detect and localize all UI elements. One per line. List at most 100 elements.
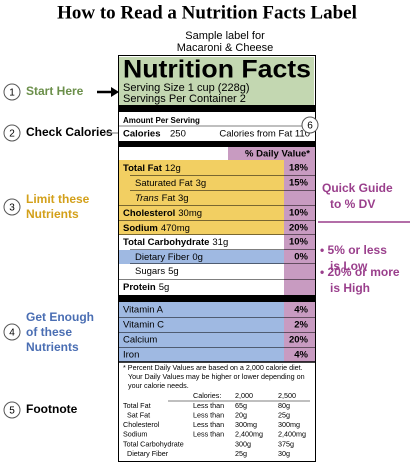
table-cell: 80g: [278, 401, 290, 410]
annotation: Limit these: [26, 192, 90, 206]
nutrient-name: Saturated Fat: [135, 178, 193, 189]
daily-value: 10%: [289, 237, 309, 248]
dv-header: % Daily Value*: [245, 149, 310, 160]
number-circle: [3, 198, 21, 216]
table-cell: 2,400mg: [235, 430, 263, 439]
table-cell: 25g: [278, 411, 290, 420]
table-cell: Total Fat: [123, 401, 151, 410]
vitamin-bg: [119, 302, 284, 362]
fiber-bg: [119, 250, 284, 264]
nutrient-name: Sodium: [123, 223, 158, 234]
table-cell: Less than: [193, 420, 224, 429]
guide-bullet: is High: [330, 281, 370, 295]
nutrient-row: Saturated Fat 3g: [135, 178, 206, 189]
nutrient-name: Sugars: [135, 266, 165, 277]
nutrient-amount: 0g: [192, 252, 203, 263]
daily-value: 15%: [289, 178, 309, 189]
vitamin-name: Iron: [123, 350, 139, 361]
subtitle: Sample label for: [185, 30, 265, 42]
subtitle: Macaroni & Cheese: [177, 42, 274, 54]
nutrient-row: Trans Fat 3g: [135, 193, 189, 204]
nutrient-name: Dietary Fiber: [135, 252, 189, 263]
nutrient-name: Protein: [123, 282, 156, 293]
table-cell: 300mg: [278, 420, 300, 429]
number: 1: [9, 88, 15, 99]
table-cell: 25g: [235, 449, 247, 458]
annotation: Get Enough: [26, 310, 94, 324]
daily-value: 10%: [289, 208, 309, 219]
nutrient-name: Cholesterol: [123, 208, 175, 219]
vitamin-name: Vitamin A: [123, 305, 164, 316]
calories-label: Calories: [123, 129, 161, 140]
annotation: Check Calories: [26, 125, 113, 139]
table-cell: Cholesterol: [123, 420, 160, 429]
table-cell: Sodium: [123, 430, 147, 439]
nutrient-amount: Fat 3g: [162, 193, 189, 204]
daily-value: 2%: [294, 320, 308, 331]
table-cell: Dietary Fiber: [127, 449, 169, 458]
nutrient-amount: 470mg: [161, 223, 190, 234]
nutrient-row: Dietary Fiber 0g: [135, 252, 203, 263]
guide-bullet: is Low: [330, 259, 368, 273]
nutrient-amount: 5g: [159, 282, 170, 293]
page-title: How to Read a Nutrition Facts Label: [57, 2, 357, 23]
nutrient-amount: 3g: [196, 178, 207, 189]
calories-from-fat: Calories from Fat 110: [219, 129, 310, 140]
nutrient-name: Trans: [135, 193, 159, 204]
dv-column: [284, 147, 315, 362]
footnote: your calorie needs.: [128, 381, 189, 390]
annotation: Nutrients: [26, 207, 79, 221]
annotation: Footnote: [26, 402, 78, 416]
annotation: of these: [26, 325, 72, 339]
nutrient-amount: 5g: [168, 266, 179, 277]
nutrient-row: Total Carbohydrate 31g: [123, 237, 228, 248]
number-circle: [3, 323, 21, 341]
start-bg: [119, 57, 314, 105]
guide-bullet: • 5% or less: [320, 243, 387, 257]
limit-bg: [119, 160, 284, 235]
vitamin-name: Vitamin C: [123, 320, 164, 331]
number: 6: [307, 121, 313, 132]
table-cell: Less than: [193, 430, 224, 439]
nutrient-row: Sugars 5g: [135, 266, 179, 277]
number-circle: [3, 83, 21, 101]
table-cell: 30g: [278, 449, 290, 458]
number-circle: [301, 116, 319, 134]
table-cell: 20g: [235, 411, 247, 420]
footnote: Your Daily Values may be higher or lower…: [128, 372, 305, 381]
bar: [119, 141, 315, 147]
nutrient-row: Total Fat 12g: [123, 163, 181, 174]
guide-heading: Quick Guide: [322, 181, 393, 195]
arrow: [111, 87, 119, 97]
annotation: Nutrients: [26, 340, 79, 354]
daily-value: 0%: [294, 252, 308, 263]
table-header: 2,500: [278, 391, 296, 400]
nutrient-row: Protein 5g: [123, 282, 169, 293]
nutrient-amount: 31g: [212, 237, 228, 248]
number-circle: [3, 401, 21, 419]
table-header: 2,000: [235, 391, 253, 400]
number: 4: [9, 328, 15, 339]
table-cell: 2,400mg: [278, 430, 306, 439]
nutrient-name: Total Carbohydrate: [123, 237, 209, 248]
daily-value: 4%: [294, 350, 308, 361]
table-cell: Sat Fat: [127, 411, 150, 420]
bar: [119, 105, 315, 112]
table-cell: Less than: [193, 411, 224, 420]
bar: [119, 295, 315, 302]
table-cell: 300mg: [235, 420, 257, 429]
daily-value: 18%: [289, 163, 309, 174]
annotation: Start Here: [26, 84, 84, 98]
nutrient-amount: 12g: [165, 163, 181, 174]
nutrient-row: Cholesterol 30mg: [123, 208, 202, 219]
dv-header-bg: [228, 147, 315, 160]
nutrient-amount: 30mg: [178, 208, 202, 219]
table-cell: Total Carbohydrate: [123, 439, 184, 448]
guide-bullet: • 20% or more: [320, 265, 400, 279]
amount-per-serving: Amount Per Serving: [123, 116, 200, 125]
daily-value: 20%: [289, 335, 309, 346]
serving-size: Serving Size 1 cup (228g): [123, 82, 250, 94]
table-cell: 375g: [278, 439, 294, 448]
label-heading: Nutrition Facts: [123, 56, 311, 84]
daily-value: 4%: [294, 305, 308, 316]
